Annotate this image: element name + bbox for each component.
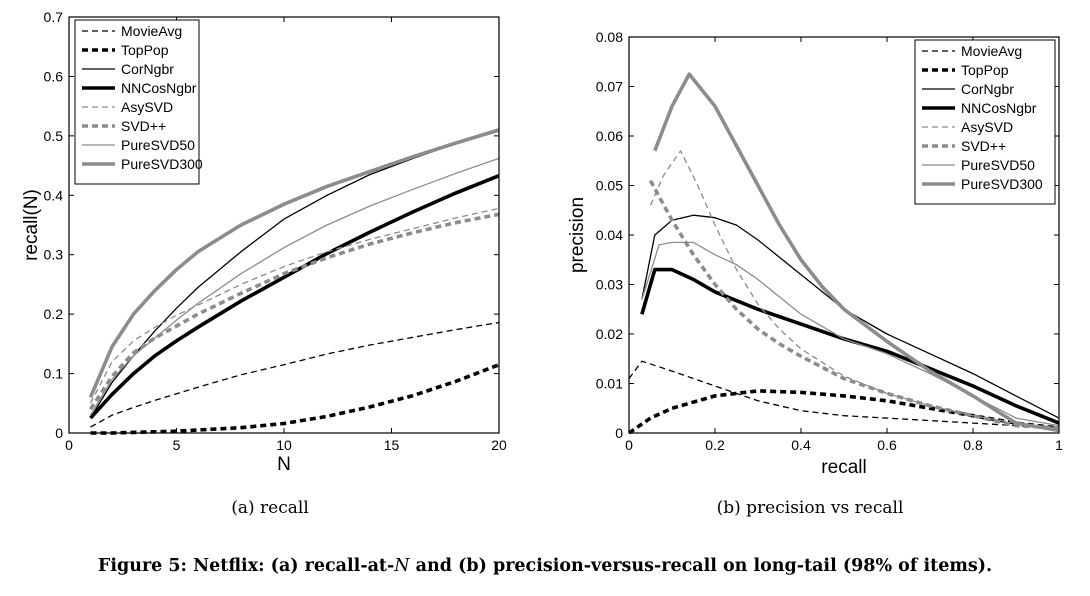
recall-legend-label-toppop: TopPop [121, 42, 169, 58]
precision-legend-label-svdplusplus: SVD++ [961, 138, 1006, 154]
recall-legend-label-movieavg: MovieAvg [121, 23, 182, 39]
recall-y-tick-label: 0.1 [44, 366, 64, 382]
recall-series-nncosngbr [89, 174, 500, 420]
recall-x-tick-label: 10 [276, 437, 292, 453]
recall-legend-label-corngbr: CorNgbr [121, 61, 174, 77]
recall-x-tick-label: 15 [384, 437, 400, 453]
precision-y-tick-label: 0.02 [596, 326, 623, 342]
precision-series-nncosngbr [640, 267, 1060, 425]
recall-legend-label-puresvd50: PureSVD50 [121, 137, 195, 153]
precision-x-tick-label: 0.2 [705, 437, 725, 453]
precision-legend-label-puresvd300: PureSVD300 [961, 176, 1043, 192]
recall-legend-label-svdplusplus: SVD++ [121, 118, 166, 134]
recall-series-svdplusplus [88, 212, 500, 411]
recall-y-axis-label: recall(N) [21, 189, 42, 261]
precision-x-tick-label: 0.6 [877, 437, 897, 453]
recall-y-tick-label: 0.4 [44, 187, 64, 203]
precision-series-asysvd [649, 150, 1060, 429]
recall-legend-label-puresvd300: PureSVD300 [121, 156, 203, 172]
precision-x-axis-label: recall [821, 457, 866, 478]
recall-series-puresvd50 [89, 157, 500, 416]
recall-y-tick-label: 0.3 [44, 247, 64, 263]
recall-x-tick-label: 20 [491, 437, 507, 453]
recall-legend-box [74, 19, 200, 185]
caption-variable: N [394, 556, 410, 576]
recall-axes-frame [68, 16, 500, 434]
precision-series-puresvd300 [653, 72, 1060, 433]
precision-x-tick-label: 0.8 [963, 437, 983, 453]
precision-y-tick-label: 0.01 [596, 376, 623, 392]
precision-legend-label-corngbr: CorNgbr [961, 81, 1014, 97]
recall-y-tick-label: 0 [55, 425, 63, 441]
precision-recall-chart: 0 0.2 0.4 0.6 0.8 1 0 0.01 0.02 0.03 0.04 0.05 0.06 0… [567, 29, 1063, 478]
precision-y-tick-label: 0.07 [596, 79, 623, 95]
precision-axes-frame [628, 36, 1060, 434]
recall-legend-label-asysvd: AsySVD [121, 99, 173, 115]
precision-series-movieavg [628, 360, 1060, 429]
precision-y-tick-label: 0.04 [596, 227, 623, 243]
recall-x-axis-label: N [277, 454, 291, 475]
caption-prefix: Figure 5: Netflix: (a) recall-at- [97, 556, 395, 576]
precision-series-corngbr [641, 214, 1060, 419]
recall-chart: 0 5 10 15 20 0 0.1 0.2 0.3 0.4 0.5 0.6 0.7 Nrecall(N)… [21, 9, 507, 475]
recall-y-tick-label: 0.7 [44, 9, 64, 25]
recall-y-tick-label: 0.2 [44, 306, 64, 322]
caption-suffix: and (b) precision-versus-recall on long-… [409, 556, 993, 576]
figure-caption: Figure 5: Netflix: (a) recall-at-N and (… [0, 556, 1090, 576]
recall-x-tick-label: 0 [65, 437, 73, 453]
precision-x-tick-label: 0.4 [791, 437, 811, 453]
precision-legend-label-asysvd: AsySVD [961, 119, 1013, 135]
subcaption-b: (b) precision vs recall [716, 498, 904, 518]
precision-x-tick-label: 0 [625, 437, 633, 453]
precision-y-tick-label: 0.06 [596, 128, 623, 144]
precision-y-tick-label: 0.05 [596, 178, 623, 194]
precision-y-tick-label: 0.08 [596, 29, 623, 45]
precision-legend-label-toppop: TopPop [961, 62, 1009, 78]
precision-series-svdplusplus [648, 179, 1060, 430]
subcaption-a: (a) recall [231, 498, 309, 518]
precision-legend-label-movieavg: MovieAvg [961, 43, 1022, 59]
precision-legend-label-puresvd50: PureSVD50 [961, 157, 1035, 173]
recall-y-tick-label: 0.5 [44, 128, 64, 144]
precision-y-axis-label: precision [567, 197, 588, 273]
recall-y-tick-label: 0.6 [44, 68, 64, 84]
precision-legend-label-nncosngbr: NNCosNgbr [961, 100, 1037, 116]
precision-y-tick-label: 0.03 [596, 277, 623, 293]
recall-legend-label-nncosngbr: NNCosNgbr [121, 80, 197, 96]
recall-series-puresvd300 [88, 128, 500, 399]
precision-x-tick-label: 1 [1055, 437, 1063, 453]
precision-y-tick-label: 0 [615, 425, 623, 441]
recall-x-tick-label: 5 [173, 437, 181, 453]
recall-series-movieavg [90, 321, 500, 428]
precision-legend-box [914, 39, 1056, 205]
